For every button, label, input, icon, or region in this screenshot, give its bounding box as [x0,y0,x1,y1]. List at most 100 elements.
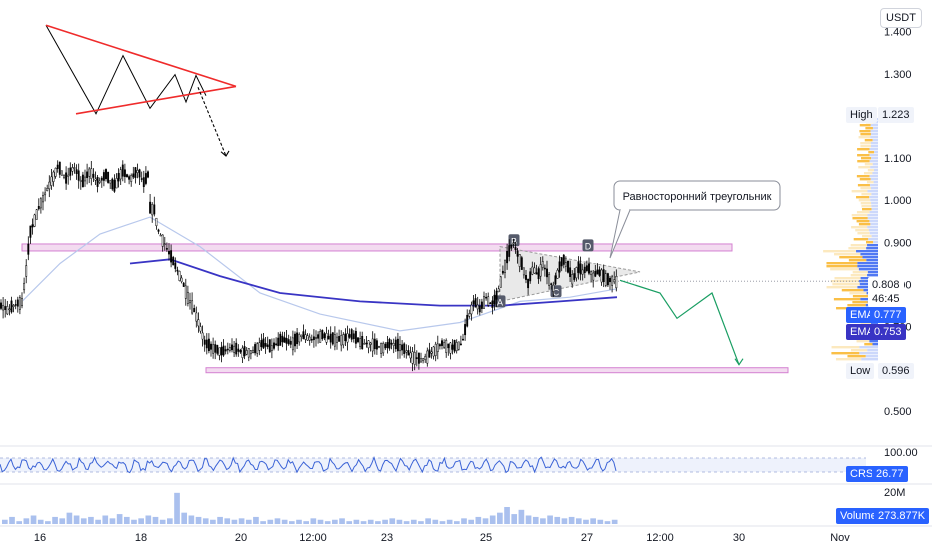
candle-body [98,180,101,183]
volume-bar [267,519,274,524]
candle-body [48,181,51,190]
candle-body [323,333,326,339]
candle-body [470,304,473,315]
candle-body [176,269,179,272]
schematic-zigzag [45,25,207,115]
candle-body [615,276,618,289]
volume-profile-bar [871,205,878,208]
volume-profile-bar [860,142,871,145]
volume-bar [45,521,51,524]
candle-body [588,263,590,274]
candle-body [289,340,292,345]
x-tick-label: Nov [830,532,850,544]
volume-profile-bar [856,220,870,223]
candle-body [50,176,53,186]
volume-profile-bar [866,259,878,262]
volume-profile-bar [857,160,870,163]
volume-profile-bar [868,229,878,232]
candle-body [430,351,433,354]
ema-slow-value: 0.753 [870,324,906,340]
ema-line [21,216,618,332]
candle-body [304,334,307,340]
candle-body [130,175,133,182]
candle-body [8,308,11,311]
candle-body [443,342,446,348]
volume-bar [453,521,460,524]
candle-body [340,335,343,346]
candle-body [417,352,420,364]
candle-body [598,269,601,276]
volume-profile-bar [862,235,872,238]
x-tick-label: 25 [480,532,492,544]
candle-body [466,314,469,327]
currency-label[interactable]: USDT [880,8,922,28]
candle-body [522,267,525,276]
candle-body [333,334,336,347]
candle-body [327,335,330,340]
candle-body [205,339,208,349]
volume-profile-bar [867,214,878,217]
candle-body [476,304,479,310]
volume-profile-bar [851,214,868,217]
volume-profile-bar [870,187,878,190]
triangle-lower-line [75,85,237,115]
candle-body [287,339,290,345]
candle-body [543,267,546,270]
volume-bar [497,512,503,524]
candle-body [157,229,160,232]
volume-profile-bar [869,184,878,187]
candle-body [609,277,611,283]
volume-profile-bar [864,139,873,142]
ema-fast-value: 0.777 [870,307,906,323]
volume-y-tick-label: 20M [884,487,905,499]
candle-body [102,172,105,181]
candle-body [151,204,154,216]
candle-body [298,334,301,343]
volume-bar [489,515,496,524]
candle-body [216,344,219,354]
candle-body [174,262,177,269]
volume-profile-bar [859,352,878,355]
candle-body [128,176,131,180]
triangle-label: Равносторонний треугольник [623,191,772,203]
y-tick-label: 1.400 [884,27,912,39]
volume-profile-bar [866,241,874,244]
volume-profile-bar [873,241,878,244]
volume-profile-bar [823,250,857,253]
candle-body [149,201,152,214]
candle-body [161,234,164,247]
candle-body [264,343,267,347]
candle-body [115,178,118,189]
volume-bar [253,516,259,524]
volume-bar [568,516,575,524]
candle-body [16,299,19,307]
high-level-label: High [846,107,877,123]
drawing-tools[interactable]: Равносторонний треугольник [45,24,781,366]
candle-body [396,338,399,352]
candle-body [382,343,385,354]
volume-profile-bar [860,253,878,256]
candle-body [424,356,427,360]
ema-slow-name: EMA [846,324,878,340]
candle-body [575,267,578,279]
candle-body [336,336,338,343]
volume-bar [288,521,295,524]
candle-body [489,302,492,305]
candle-body [54,167,57,177]
candle-body [317,334,320,339]
candle-body [81,174,84,188]
volume-profile-bar [872,127,878,130]
candle-body [497,288,500,293]
candle-body [79,179,82,183]
pattern-point-label: D [585,241,592,251]
volume-profile-bar [856,196,870,199]
candle-body [126,174,128,178]
candle-body [29,225,32,238]
grid-lines [0,445,932,527]
volume-profile-bar [866,181,874,184]
volume-profile-bar [849,292,867,295]
volume-profile-bar [830,280,860,283]
volume-profile-bar [830,268,859,271]
